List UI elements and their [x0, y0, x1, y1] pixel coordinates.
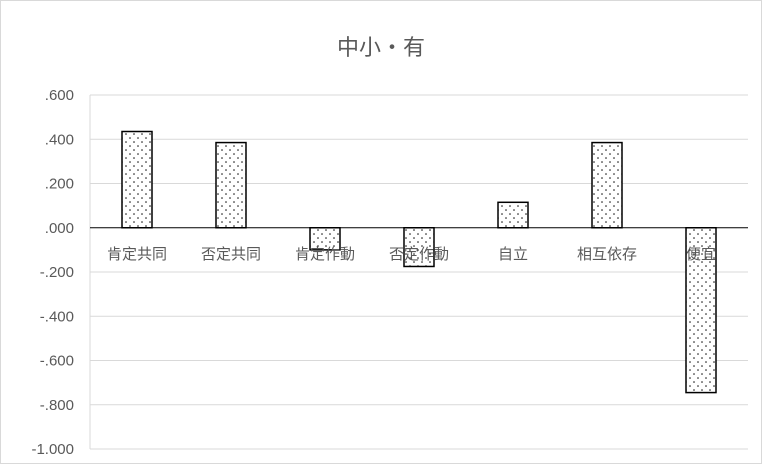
- y-tick-label: -.200: [40, 264, 74, 281]
- category-label: 肯定作動: [295, 245, 355, 263]
- chart-title: 中小・有: [336, 36, 425, 61]
- y-tick-label: .000: [45, 220, 74, 237]
- category-label: 肯定共同: [107, 245, 167, 263]
- y-tick-label: -1.000: [31, 441, 74, 458]
- y-tick-label: -.600: [40, 353, 74, 370]
- bar: [215, 141, 247, 229]
- y-tick-label: -.400: [40, 308, 74, 325]
- category-label: 相互依存: [577, 245, 637, 263]
- bar: [403, 227, 435, 268]
- y-tick-label: -.800: [40, 397, 74, 414]
- category-label: 自立: [498, 245, 528, 263]
- bar: [497, 201, 529, 229]
- category-label: 便宜: [686, 245, 716, 263]
- category-label: 否定共同: [201, 245, 261, 263]
- bar: [121, 130, 153, 229]
- category-label: 否定作動: [389, 245, 449, 263]
- y-tick-label: .400: [45, 131, 74, 148]
- y-tick-label: .200: [45, 176, 74, 193]
- y-tick-label: .600: [45, 87, 74, 104]
- bar: [685, 227, 717, 394]
- bar: [591, 141, 623, 229]
